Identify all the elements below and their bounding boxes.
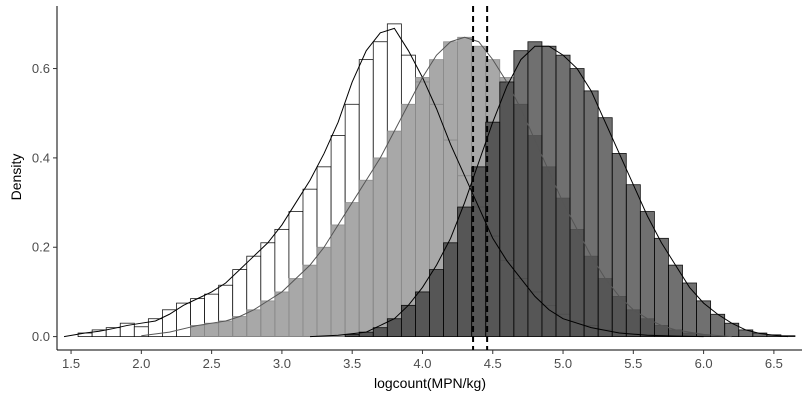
x-tick-label: 5.0 (554, 356, 572, 371)
y-ticks-layer: 0.0 0.2 0.4 0.6 (32, 61, 57, 344)
density-curve-series-2 (141, 36, 732, 338)
histogram-bars-layer (77, 23, 796, 337)
histogram-bin (386, 130, 402, 337)
x-axis-title: logcount(MPN/kg) (374, 375, 486, 391)
histogram-bin (443, 242, 459, 337)
histogram-bin (344, 202, 360, 337)
density-curves-layer (63, 27, 788, 338)
histogram-bin (218, 320, 234, 337)
histogram-bin (288, 278, 304, 337)
histogram-bin (358, 179, 374, 337)
axes-layer (56, 6, 802, 351)
histogram-bin (372, 157, 388, 337)
x-tick-label: 6.0 (695, 356, 713, 371)
histogram-bin (654, 237, 669, 337)
x-tick-label: 4.0 (413, 356, 431, 371)
histogram-bin (611, 153, 627, 337)
x-ticks-layer: 1.5 2.0 2.5 3.0 3.5 4.0 4.5 5.0 5.5 6.0 6.5 (62, 350, 783, 371)
histogram-bin (302, 264, 318, 337)
histogram-bin (555, 54, 571, 337)
histogram-bin (625, 184, 641, 337)
x-tick-label: 3.5 (343, 356, 361, 371)
y-tick-label: 0.6 (32, 61, 50, 76)
y-axis-title: Density (8, 154, 24, 201)
histogram-bin (260, 300, 276, 337)
histogram-bin (429, 269, 444, 337)
histogram-bin (457, 206, 473, 337)
histogram-bin (274, 291, 290, 337)
series-3-bins (344, 41, 796, 337)
y-tick-label: 0.4 (32, 150, 50, 165)
y-tick-label: 0.0 (32, 329, 50, 344)
histogram-bin (330, 224, 346, 337)
histogram-bin (316, 246, 332, 337)
histogram-bin (204, 322, 220, 337)
histogram-bin (583, 90, 599, 337)
histogram-bin (696, 300, 712, 337)
histogram-bin (668, 264, 683, 337)
histogram-bin (246, 309, 262, 337)
histogram-bin (513, 50, 529, 337)
histogram-bin (400, 103, 416, 337)
x-tick-label: 3.0 (273, 356, 291, 371)
x-tick-label: 6.5 (765, 356, 783, 371)
histogram-bin (527, 41, 543, 337)
x-tick-label: 5.5 (624, 356, 642, 371)
histogram-bin (541, 45, 557, 337)
histogram-bin (372, 327, 388, 337)
histogram-bin (499, 81, 515, 337)
density-curve-series-1 (63, 27, 704, 338)
histogram-bin (569, 68, 585, 337)
reference-lines-layer (472, 6, 489, 350)
histogram-bin (597, 117, 613, 337)
density-curve-series-3 (309, 45, 788, 338)
x-tick-label: 2.5 (203, 356, 221, 371)
x-tick-label: 2.0 (132, 356, 150, 371)
x-tick-label: 4.5 (484, 356, 502, 371)
histogram-bin (639, 211, 655, 337)
y-tick-label: 0.2 (32, 240, 50, 255)
histogram-bin (682, 282, 697, 337)
histogram-bin (415, 291, 430, 337)
histogram-bin (232, 316, 248, 337)
x-tick-label: 1.5 (62, 356, 80, 371)
